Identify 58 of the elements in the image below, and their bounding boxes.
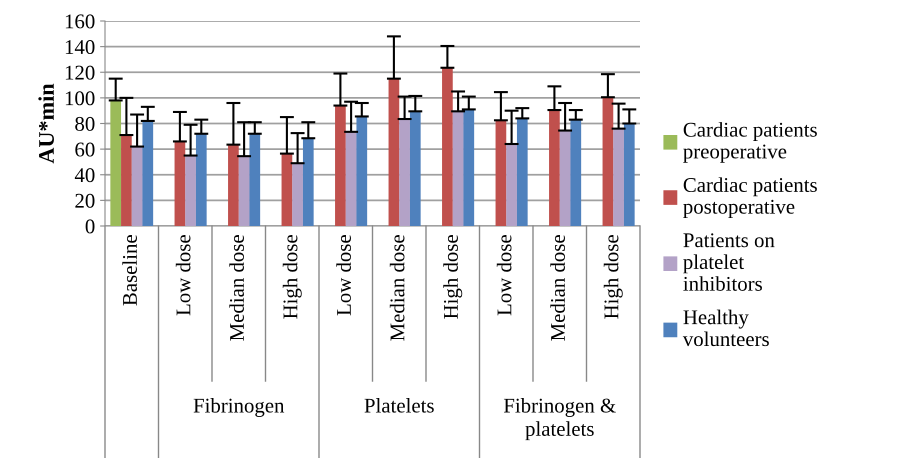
bar (335, 106, 346, 226)
bar (228, 144, 239, 226)
bar (238, 156, 250, 226)
bar (602, 97, 614, 226)
bar (496, 120, 506, 226)
text: Fibrinogen (194, 398, 284, 417)
x-tick-label: Baseline (122, 235, 137, 306)
y-axis-title: AU*min (38, 84, 54, 164)
bar (196, 134, 207, 226)
legend-label: Cardiac patients postoperative (683, 177, 817, 218)
bar (388, 78, 400, 226)
bar (463, 109, 474, 226)
bar (452, 111, 464, 226)
x-tick-label: Low dose (336, 235, 351, 316)
x-tick-label: Median dose (229, 235, 244, 341)
y-tick-label: 80 (75, 116, 94, 131)
bar (302, 138, 314, 226)
text: Fibrinogen & platelets (504, 398, 616, 440)
x-tick-label: Low dose (496, 235, 512, 316)
y-tick-label: 140 (66, 40, 94, 54)
bar (174, 141, 186, 226)
bar (506, 144, 517, 226)
text: Platelets (364, 398, 434, 413)
bar (292, 163, 303, 226)
bar (410, 111, 421, 226)
legend-label: Patients on platelet inhibitors (683, 233, 775, 291)
legend-label: Healthy volunteers (682, 310, 769, 346)
bar (356, 116, 368, 226)
y-tick-label: 120 (66, 66, 94, 80)
y-tick-label: 100 (66, 91, 94, 106)
bar (346, 132, 356, 226)
bar (399, 119, 410, 226)
bar (570, 120, 582, 226)
y-tick-label: 160 (66, 14, 94, 28)
x-tick-label: High dose (282, 235, 302, 319)
legend-label: Cardiac patients preoperative (683, 122, 817, 163)
bar (185, 156, 196, 226)
bar (624, 124, 635, 226)
bar (132, 146, 142, 226)
y-tick-label: 40 (74, 168, 94, 182)
bar (142, 120, 154, 226)
bar (282, 154, 292, 226)
bar (516, 118, 528, 226)
bar (613, 128, 624, 226)
y-tick-label: 60 (75, 142, 94, 157)
x-tick-label: High dose (443, 235, 462, 319)
x-tick-label: High dose (604, 235, 623, 319)
bar (249, 134, 260, 226)
bar (121, 135, 132, 226)
bar (549, 110, 560, 226)
x-tick-label: Median dose (550, 235, 565, 341)
y-tick-label: 20 (75, 194, 94, 208)
bar (442, 68, 453, 226)
x-tick-label: Median dose (390, 235, 404, 341)
bar (110, 100, 122, 226)
bar (560, 130, 570, 226)
x-tick-label: Low dose (176, 235, 190, 316)
y-tick-label: 0 (86, 219, 94, 234)
